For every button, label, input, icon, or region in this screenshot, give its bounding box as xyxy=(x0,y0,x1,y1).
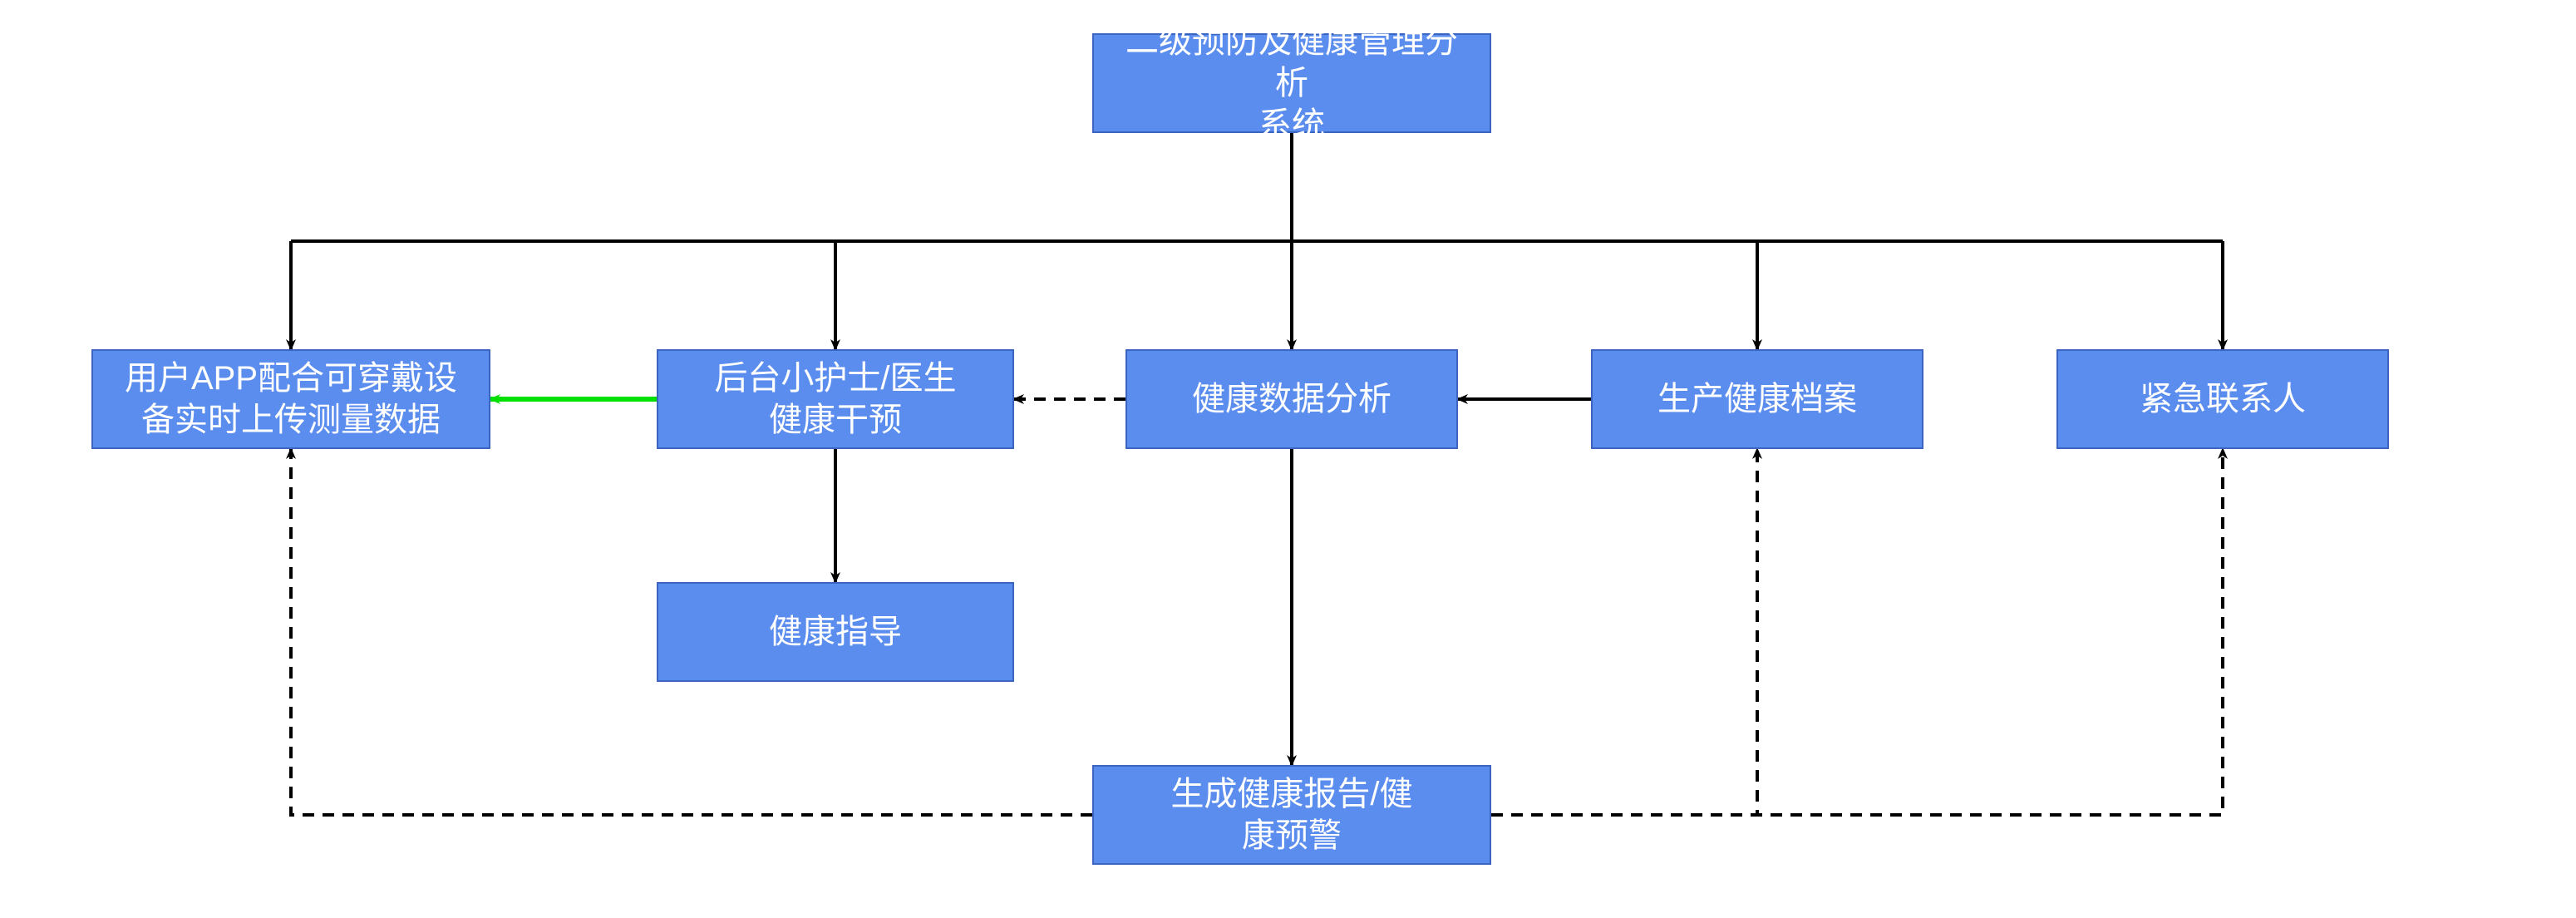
node-app: 用户APP配合可穿戴设 备实时上传测量数据 xyxy=(91,349,490,449)
node-analy: 健康数据分析 xyxy=(1125,349,1458,449)
edge-report-to-contact xyxy=(1491,449,2223,815)
node-archive: 生产健康档案 xyxy=(1591,349,1923,449)
node-report: 生成健康报告/健 康预警 xyxy=(1092,765,1491,865)
edge-report-to-archive xyxy=(1491,449,1757,815)
node-root: 二级预防及健康管理分析 系统 xyxy=(1092,33,1491,133)
node-nurse: 后台小护士/医生 健康干预 xyxy=(657,349,1014,449)
node-contact: 紧急联系人 xyxy=(2056,349,2389,449)
flowchart-canvas: 二级预防及健康管理分析 系统用户APP配合可穿戴设 备实时上传测量数据 后台小护士… xyxy=(0,0,2576,918)
node-guide: 健康指导 xyxy=(657,582,1014,682)
